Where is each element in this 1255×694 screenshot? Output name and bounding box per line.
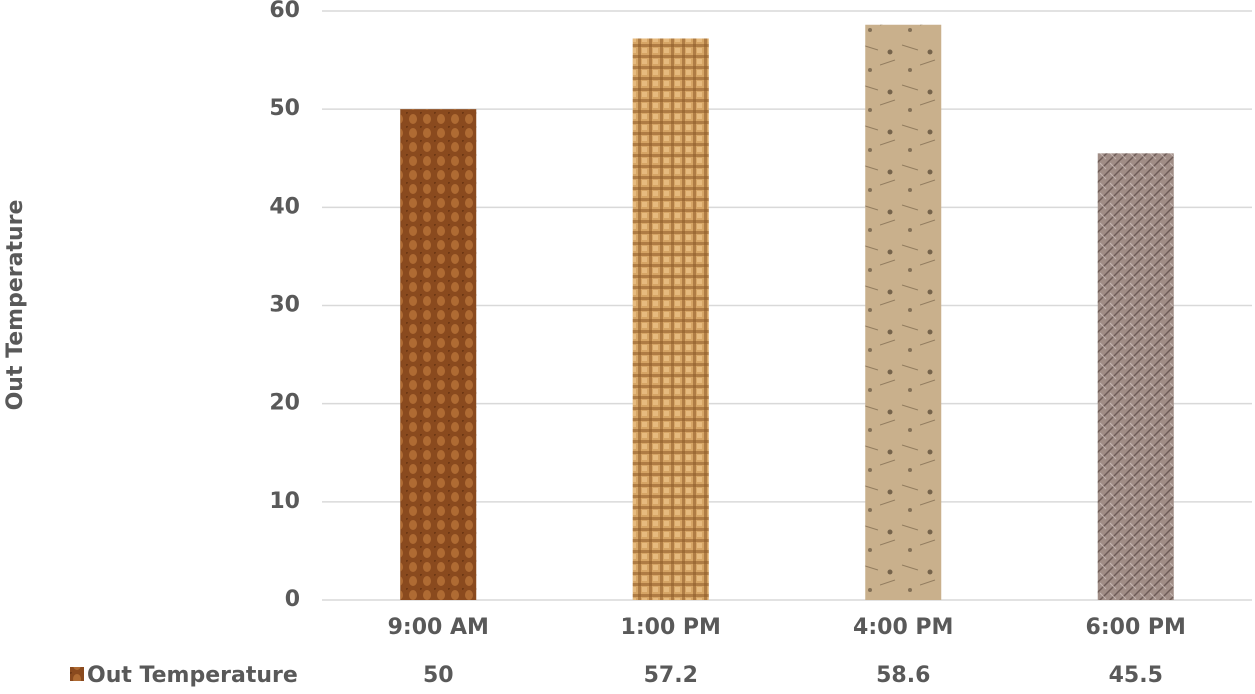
bar: [1097, 153, 1174, 600]
y-tick-label: 50: [269, 96, 300, 121]
y-tick-label: 30: [269, 293, 300, 318]
y-axis-title: Out Temperature: [3, 200, 28, 411]
bar: [400, 109, 477, 601]
bar: [632, 38, 709, 600]
x-tick-label: 6:00 PM: [1086, 615, 1186, 640]
legend-swatch-texture: [70, 667, 84, 681]
data-table-value: 57.2: [644, 663, 698, 688]
data-table-value: 45.5: [1109, 663, 1163, 688]
data-table-value: 50: [423, 663, 454, 688]
data-table-value: 58.6: [876, 663, 930, 688]
x-tick-label: 4:00 PM: [853, 615, 953, 640]
x-tick-label: 1:00 PM: [621, 615, 721, 640]
x-tick-label: 9:00 AM: [388, 615, 489, 640]
legend-label: Out Temperature: [87, 663, 298, 688]
y-tick-label: 0: [285, 587, 300, 612]
y-tick-label: 60: [269, 0, 300, 23]
y-tick-label: 40: [269, 194, 300, 219]
bar: [865, 24, 942, 600]
y-tick-label: 20: [269, 391, 300, 416]
y-tick-label: 10: [269, 489, 300, 514]
